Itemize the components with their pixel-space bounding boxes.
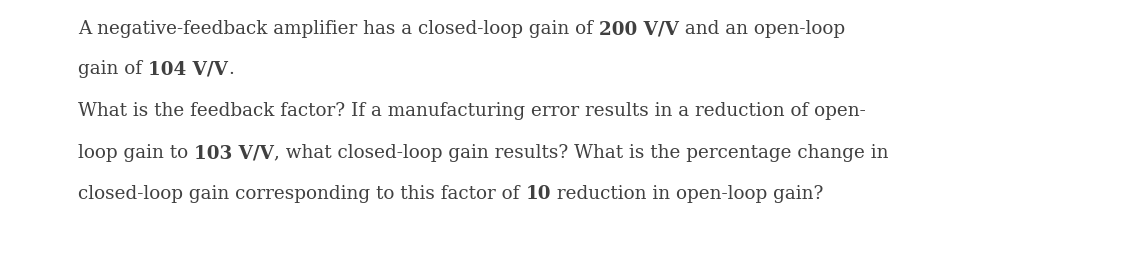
Text: and an open-loop: and an open-loop [678, 20, 845, 38]
Text: , what closed-loop gain results? What is the percentage change in: , what closed-loop gain results? What is… [274, 144, 888, 162]
Text: loop gain to: loop gain to [78, 144, 194, 162]
Text: What is the feedback factor? If a manufacturing error results in a reduction of : What is the feedback factor? If a manufa… [78, 102, 866, 120]
Text: gain of: gain of [78, 60, 148, 78]
Text: 200 V/V: 200 V/V [599, 20, 678, 38]
Text: 10: 10 [525, 185, 551, 203]
Text: 103 V/V: 103 V/V [194, 144, 274, 162]
Text: .: . [227, 60, 234, 78]
Text: closed-loop gain corresponding to this factor of: closed-loop gain corresponding to this f… [78, 185, 525, 203]
Text: A negative-feedback amplifier has a closed-loop gain of: A negative-feedback amplifier has a clos… [78, 20, 599, 38]
Text: 104 V/V: 104 V/V [148, 60, 227, 78]
Text: reduction in open-loop gain?: reduction in open-loop gain? [551, 185, 824, 203]
